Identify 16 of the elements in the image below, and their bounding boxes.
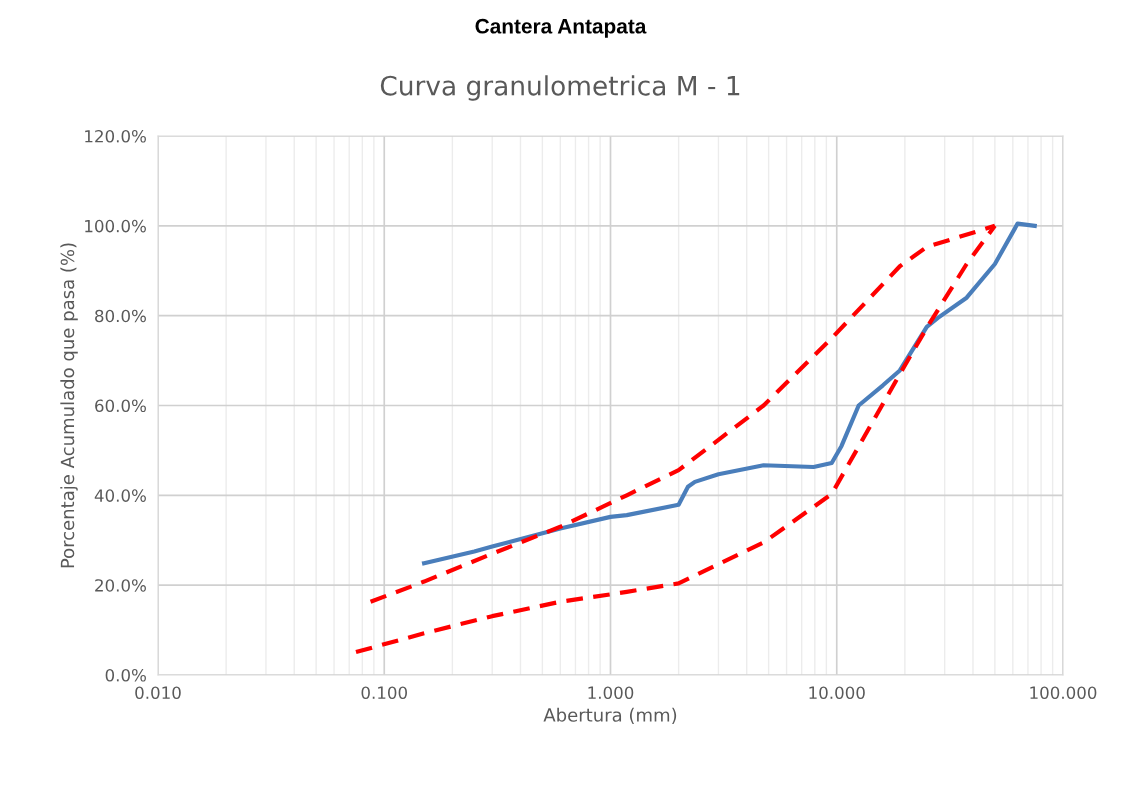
y-tick-label: 120.0% <box>85 129 146 143</box>
y-tick-label: 40.0% <box>94 489 146 502</box>
y-tick-label: 60.0% <box>95 399 146 413</box>
x-tick-label: 0.100 <box>361 686 407 700</box>
y-axis-title: Porcentaje Acumulado que pasa (%) <box>60 243 78 568</box>
x-tick-label: 1.000 <box>588 686 634 700</box>
x-tick-label: 0.010 <box>135 686 181 700</box>
y-tick-label: 80.0% <box>95 309 146 323</box>
chart-title: Cantera Antapata <box>475 18 647 38</box>
y-tick-label: 20.0% <box>95 579 146 592</box>
x-axis-title: Abertura (mm) <box>543 707 677 724</box>
x-tick-label: 100.000 <box>1030 686 1097 700</box>
y-tick-label: 100.0% <box>85 219 146 233</box>
y-tick-label: 0.0% <box>105 668 146 682</box>
x-tick-label: 10.000 <box>809 686 865 700</box>
chart-subtitle: Curva granulometrica M - 1 <box>380 75 740 101</box>
